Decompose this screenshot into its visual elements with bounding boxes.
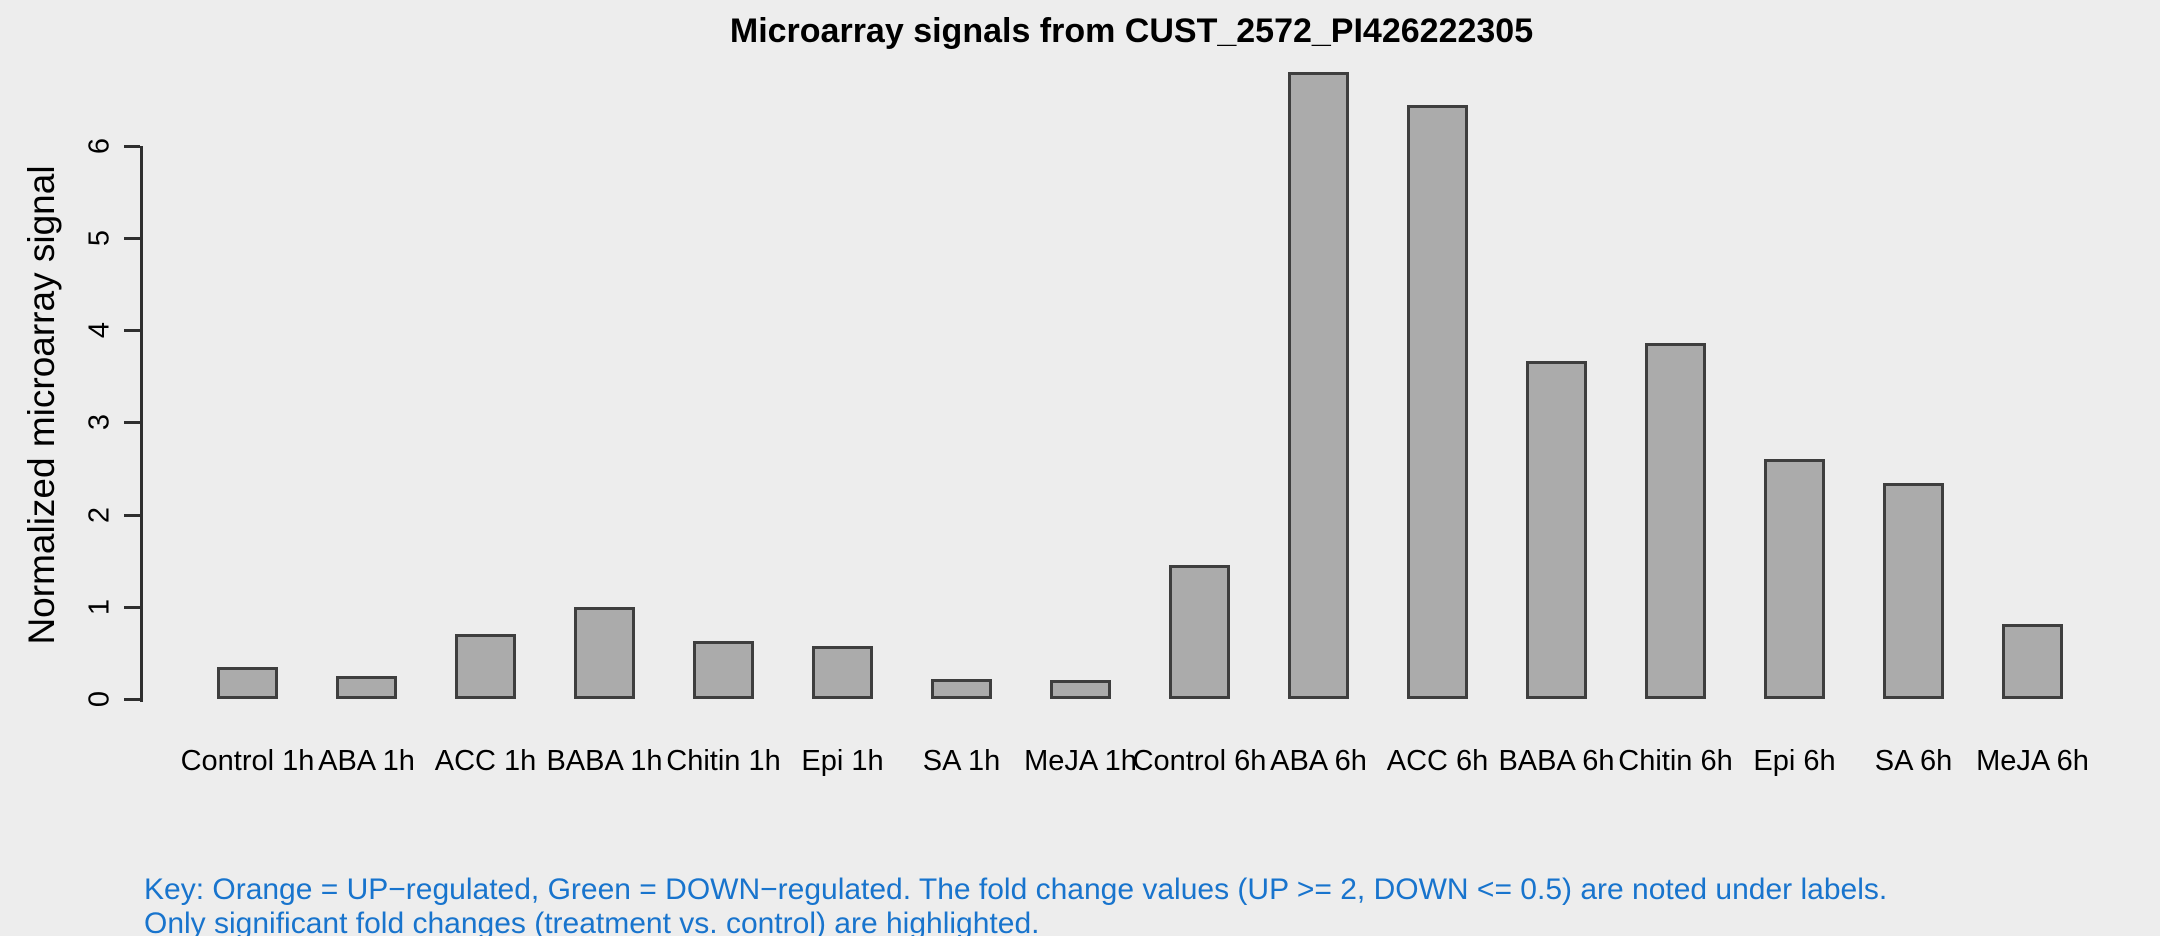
y-tick-label: 4	[83, 322, 116, 339]
y-tick-mark	[124, 237, 140, 241]
key-note: Key: Orange = UP−regulated, Green = DOWN…	[144, 873, 1887, 936]
key-line-2: Only significant fold changes (treatment…	[144, 907, 1040, 936]
y-tick-label: 5	[83, 230, 116, 247]
bar-epi-6h	[1764, 459, 1825, 699]
y-tick-label: 0	[83, 690, 116, 708]
x-label-baba-6h: BABA 6h	[1498, 745, 1615, 777]
y-axis-line	[140, 145, 143, 702]
y-tick-mark	[124, 329, 140, 333]
bar-aba-1h	[336, 675, 397, 699]
bar-sa-1h	[931, 678, 992, 699]
bar-aba-6h	[1288, 72, 1349, 699]
bar-baba-1h	[574, 606, 635, 699]
x-label-epi-1h: Epi 1h	[801, 745, 884, 777]
y-tick-mark	[124, 605, 140, 609]
bar-control-1h	[217, 666, 278, 699]
x-label-control-1h: Control 1h	[180, 745, 315, 777]
x-label-chitin-1h: Chitin 1h	[666, 745, 781, 777]
bar-acc-6h	[1407, 104, 1468, 699]
bar-epi-1h	[812, 646, 873, 699]
bar-meja-1h	[1050, 679, 1111, 699]
x-label-meja-1h: MeJA 1h	[1024, 745, 1137, 777]
y-tick-mark	[124, 421, 140, 425]
y-tick-mark	[124, 513, 140, 517]
chart-title: Microarray signals from CUST_2572_PI4262…	[729, 12, 1534, 50]
x-label-meja-6h: MeJA 6h	[1976, 745, 2089, 777]
bar-chitin-6h	[1645, 343, 1706, 699]
x-label-acc-6h: ACC 6h	[1386, 745, 1489, 777]
y-tick-mark	[124, 698, 140, 701]
y-tick-label: 3	[83, 414, 116, 431]
bar-chitin-1h	[693, 640, 754, 699]
y-tick-label: 1	[83, 598, 116, 615]
bar-acc-1h	[455, 633, 516, 699]
bar-meja-6h	[2002, 624, 2063, 699]
x-label-chitin-6h: Chitin 6h	[1618, 745, 1733, 777]
y-tick-label: 6	[83, 137, 116, 155]
bar-sa-6h	[1883, 483, 1944, 699]
x-label-control-6h: Control 6h	[1132, 745, 1267, 777]
bar-control-6h	[1169, 565, 1230, 699]
x-label-epi-6h: Epi 6h	[1753, 745, 1836, 777]
bar-baba-6h	[1526, 360, 1587, 699]
y-tick-label: 2	[83, 506, 116, 523]
x-label-acc-1h: ACC 1h	[434, 745, 537, 777]
x-label-aba-1h: ABA 1h	[318, 745, 415, 777]
y-tick-mark	[124, 144, 140, 148]
key-line-1: Key: Orange = UP−regulated, Green = DOWN…	[144, 873, 1888, 906]
x-label-sa-6h: SA 6h	[1874, 745, 1953, 777]
x-label-aba-6h: ABA 6h	[1270, 745, 1367, 777]
x-label-baba-1h: BABA 1h	[546, 745, 663, 777]
x-label-sa-1h: SA 1h	[922, 745, 1001, 777]
